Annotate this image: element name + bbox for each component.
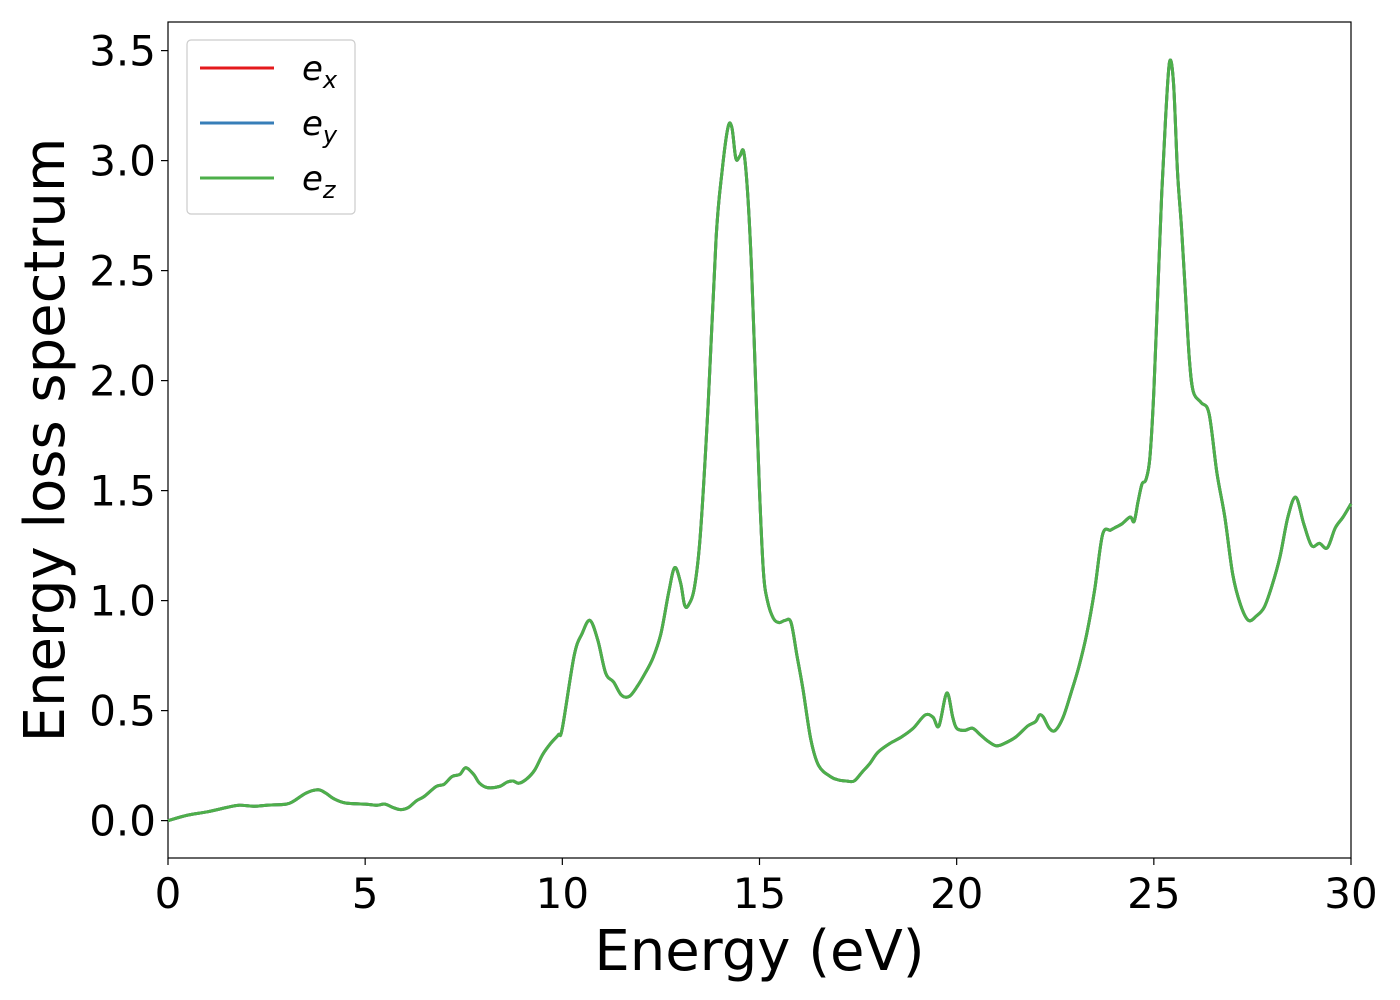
legend-box <box>186 39 356 215</box>
y-tick-label: 2.5 <box>89 247 156 296</box>
y-tick-label: 0.0 <box>89 797 156 846</box>
x-tick-label: 5 <box>352 869 379 918</box>
x-tick-label: 15 <box>733 869 786 918</box>
y-tick-label: 3.0 <box>89 137 156 186</box>
y-axis-label: Energy loss spectrum <box>13 138 78 743</box>
x-tick-label: 0 <box>155 869 182 918</box>
x-tick-label: 20 <box>930 869 983 918</box>
legend-label: ey <box>302 104 338 149</box>
legend-label: ex <box>302 49 338 94</box>
plot-area: 0 5 10 15 20 25 30 0.0 0.5 1.0 1.5 2.0 2.5 3.0 3.5 <box>89 21 1378 918</box>
y-tick-label: 1.5 <box>89 467 156 516</box>
x-axis-ticks: 0 5 10 15 20 25 30 <box>155 858 1378 918</box>
x-axis-label: Energy (eV) <box>594 919 924 984</box>
series-lines <box>167 58 1353 823</box>
series-line-e-z <box>167 58 1353 823</box>
y-tick-label: 1.0 <box>89 577 156 626</box>
legend-items: ex ey ez <box>200 49 338 204</box>
legend: ex ey ez <box>186 39 356 215</box>
y-tick-label: 2.0 <box>89 357 156 406</box>
x-tick-label: 10 <box>536 869 589 918</box>
y-tick-label: 0.5 <box>89 687 156 736</box>
x-tick-label: 30 <box>1324 869 1377 918</box>
y-axis-ticks: 0.0 0.5 1.0 1.5 2.0 2.5 3.0 3.5 <box>89 27 168 846</box>
x-tick-label: 25 <box>1127 869 1180 918</box>
y-tick-label: 3.5 <box>89 27 156 76</box>
legend-label: ez <box>302 159 337 204</box>
